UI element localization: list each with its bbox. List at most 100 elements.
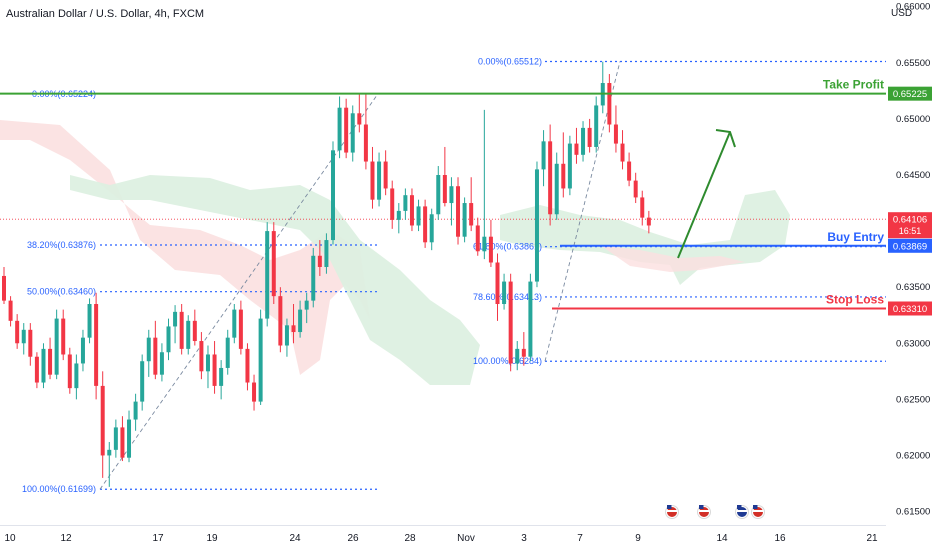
x-tick-label-0: 10 bbox=[4, 533, 16, 544]
candle-body bbox=[534, 169, 539, 282]
candle-body bbox=[482, 236, 487, 252]
candle-body bbox=[357, 113, 362, 125]
candle-39 bbox=[258, 309, 263, 405]
candle-body bbox=[238, 309, 243, 349]
candle-17 bbox=[113, 419, 118, 458]
candle-body bbox=[633, 180, 638, 198]
y-tick-label-1: 0.65500 bbox=[896, 58, 930, 69]
candle-body bbox=[363, 124, 368, 162]
candle-body bbox=[94, 304, 99, 386]
candle-body bbox=[416, 206, 421, 226]
x-tick-label-8: 3 bbox=[521, 533, 527, 544]
candle-67 bbox=[442, 146, 447, 207]
candle-body bbox=[495, 262, 500, 305]
candle-body bbox=[15, 320, 20, 344]
candle-body bbox=[311, 255, 316, 301]
candle-body bbox=[528, 281, 533, 357]
candle-body bbox=[613, 124, 618, 144]
cloud-bull-area-2 bbox=[500, 190, 790, 285]
candle-98 bbox=[646, 210, 651, 234]
candle-body bbox=[199, 341, 204, 372]
candle-24 bbox=[159, 343, 164, 382]
candle-5 bbox=[34, 352, 39, 389]
time-axis[interactable]: 10 12 17 19 24 26 28 Nov 3 7 9 14 16 21 bbox=[0, 525, 886, 545]
candle-54 bbox=[357, 94, 362, 133]
candle-body bbox=[548, 141, 553, 215]
x-tick-label-3: 19 bbox=[206, 533, 218, 544]
candle-body bbox=[166, 326, 171, 353]
candle-38 bbox=[252, 374, 257, 411]
candle-body bbox=[337, 107, 342, 151]
candle-body bbox=[140, 361, 145, 402]
candle-56 bbox=[370, 146, 375, 209]
candle-body bbox=[54, 318, 59, 375]
candle-88 bbox=[581, 121, 586, 162]
candle-body bbox=[423, 206, 428, 243]
candle-65 bbox=[429, 208, 434, 251]
candle-body bbox=[567, 143, 572, 189]
candle-52 bbox=[344, 98, 349, 159]
candle-32 bbox=[212, 341, 217, 394]
candle-body bbox=[521, 348, 526, 357]
candle-42 bbox=[278, 287, 283, 353]
candle-body bbox=[442, 175, 447, 204]
x-tick-label-1: 12 bbox=[60, 533, 72, 544]
candle-body bbox=[456, 186, 461, 237]
candle-47 bbox=[311, 247, 316, 308]
candle-80 bbox=[528, 273, 533, 362]
candle-21 bbox=[140, 354, 145, 411]
candle-6 bbox=[41, 343, 46, 389]
fib-left-label-2: 50.00%(0.63460) bbox=[27, 287, 96, 297]
candle-1 bbox=[8, 296, 13, 327]
candle-body bbox=[429, 214, 434, 243]
candle-37 bbox=[245, 343, 250, 391]
candle-36 bbox=[238, 300, 243, 355]
y-tick-label-0: 0.66000 bbox=[896, 2, 930, 13]
price-axis[interactable]: 0.660000.655000.650000.645000.640000.635… bbox=[888, 2, 932, 518]
forecast-arrow-shaft bbox=[677, 131, 731, 259]
candle-22 bbox=[146, 329, 151, 377]
candle-86 bbox=[567, 135, 572, 196]
candle-body bbox=[21, 329, 26, 344]
candle-body bbox=[225, 337, 230, 368]
candle-body bbox=[41, 348, 46, 383]
candle-0 bbox=[2, 266, 6, 305]
event-markers[interactable] bbox=[665, 505, 765, 519]
candle-body bbox=[186, 320, 191, 349]
candle-body bbox=[146, 337, 151, 362]
level-price-tag-2: 0.63310 bbox=[893, 304, 927, 315]
candle-body bbox=[581, 127, 586, 155]
candle-body bbox=[61, 318, 66, 355]
y-tick-label-7: 0.62500 bbox=[896, 394, 930, 405]
candle-body bbox=[153, 337, 158, 375]
candle-55 bbox=[363, 94, 368, 170]
y-tick-label-6: 0.63000 bbox=[896, 338, 930, 349]
fib-right-label-1: 61.80%(0.63861) bbox=[473, 242, 542, 252]
candle-85 bbox=[561, 132, 566, 198]
level-price-tag-2-bg bbox=[888, 301, 932, 316]
candle-45 bbox=[298, 300, 303, 338]
forecast-arrowhead bbox=[715, 129, 736, 148]
candle-4 bbox=[28, 323, 33, 366]
candle-79 bbox=[521, 332, 526, 366]
y-tick-label-2: 0.65000 bbox=[896, 114, 930, 125]
cloud-bear-area-2 bbox=[600, 245, 745, 272]
candle-58 bbox=[383, 150, 388, 196]
candle-body bbox=[8, 300, 13, 321]
fib-right-trendline bbox=[544, 61, 621, 362]
candle-73 bbox=[482, 109, 487, 260]
candle-28 bbox=[186, 315, 191, 355]
candle-body bbox=[80, 337, 85, 364]
x-tick-label-2: 17 bbox=[152, 533, 164, 544]
x-tick-label-6: 28 bbox=[404, 533, 416, 544]
candle-body bbox=[87, 304, 92, 338]
candle-body bbox=[607, 83, 612, 125]
candle-34 bbox=[225, 329, 230, 375]
candle-body bbox=[587, 127, 592, 147]
candle-95 bbox=[627, 152, 632, 187]
economic-event-flag-icon bbox=[697, 505, 711, 519]
candle-body bbox=[28, 329, 33, 357]
y-tick-label-3: 0.64500 bbox=[896, 170, 930, 181]
candle-20 bbox=[133, 393, 138, 431]
